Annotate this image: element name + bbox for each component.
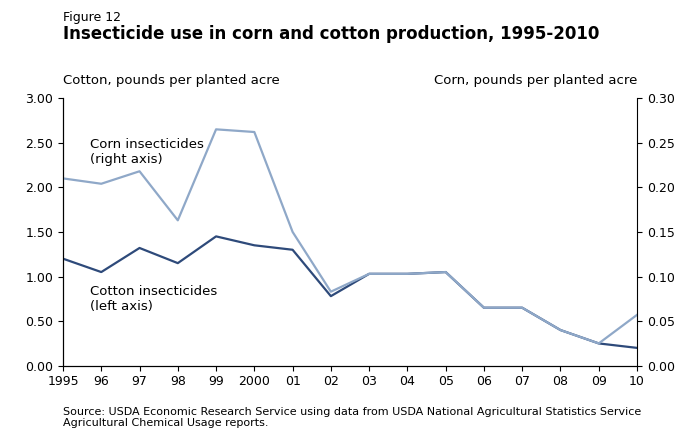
Text: Insecticide use in corn and cotton production, 1995-2010: Insecticide use in corn and cotton produ… <box>63 25 599 42</box>
Text: Corn, pounds per planted acre: Corn, pounds per planted acre <box>433 74 637 87</box>
Text: Corn insecticides
(right axis): Corn insecticides (right axis) <box>90 138 204 166</box>
Text: Source: USDA Economic Research Service using data from USDA National Agricultura: Source: USDA Economic Research Service u… <box>63 407 641 428</box>
Text: Cotton, pounds per planted acre: Cotton, pounds per planted acre <box>63 74 280 87</box>
Text: Cotton insecticides
(left axis): Cotton insecticides (left axis) <box>90 285 217 314</box>
Text: Figure 12: Figure 12 <box>63 11 121 24</box>
